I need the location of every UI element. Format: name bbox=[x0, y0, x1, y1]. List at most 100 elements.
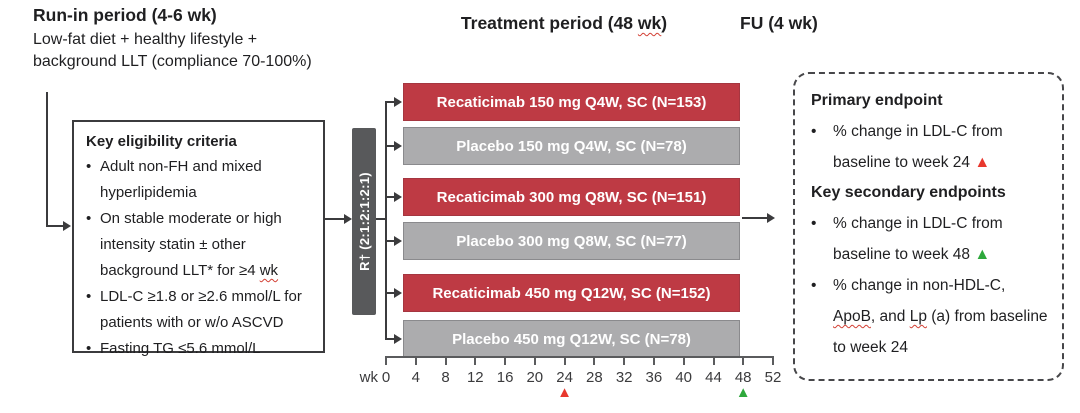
arm-bar-label: Recaticimab 150 mg Q4W, SC (N=153) bbox=[436, 93, 707, 111]
branch-arrowhead-icon bbox=[394, 288, 402, 298]
arm-bar-placebo-300: Placebo 300 mg Q8W, SC (N=77) bbox=[403, 222, 740, 260]
tick-mark bbox=[504, 358, 507, 365]
week48-triangle-icon: ▲ bbox=[735, 384, 751, 401]
secondary-endpoint-text-main: % change in LDL-C from baseline to week … bbox=[833, 215, 1003, 263]
randomization-bar: R† (2:1:2:1:2:1) bbox=[352, 128, 376, 315]
arm-bar-recaticimab-300: Recaticimab 300 mg Q8W, SC (N=151) bbox=[403, 178, 740, 216]
tick-label: 8 bbox=[441, 369, 450, 386]
eligibility-item: • Fasting TG ≤5.6 mmol/L bbox=[86, 336, 315, 362]
treatment-title-wavy-word: wk bbox=[637, 13, 662, 33]
bullet-icon: • bbox=[86, 210, 92, 227]
tick-mark bbox=[444, 358, 447, 365]
branch-bracket-vline bbox=[385, 101, 387, 340]
branch-arrowhead-icon bbox=[394, 334, 402, 344]
branch-line bbox=[385, 101, 397, 103]
tick-label: 0 bbox=[381, 369, 391, 386]
runin-connector-vline bbox=[46, 92, 48, 227]
arm-bar-label: Placebo 300 mg Q8W, SC (N=77) bbox=[456, 232, 687, 250]
secondary-endpoint-text-seg: , and bbox=[870, 308, 910, 325]
week24-triangle-icon: ▲ bbox=[557, 384, 573, 401]
tick-mark bbox=[533, 358, 536, 365]
primary-endpoint-title: Primary endpoint bbox=[811, 92, 943, 109]
branch-line bbox=[385, 292, 397, 294]
bullet-icon: • bbox=[86, 158, 92, 175]
tick-label: 4 bbox=[411, 369, 420, 386]
runin-subtitle-line2: background LLT (compliance 70-100%) bbox=[33, 53, 312, 70]
tick-mark bbox=[652, 358, 655, 365]
tick-label: 36 bbox=[645, 369, 663, 386]
tick-label: 52 bbox=[764, 369, 782, 386]
runin-period-subtitle: Low-fat diet + healthy lifestyle + backg… bbox=[33, 29, 312, 73]
randomization-label: R† (2:1:2:1:2:1) bbox=[356, 172, 372, 271]
eligibility-item-text: Fasting TG ≤5.6 mmol/L bbox=[100, 340, 261, 357]
tick-mark bbox=[563, 358, 566, 365]
eligibility-to-randomization-line bbox=[325, 218, 346, 220]
branch-arrowhead-icon bbox=[394, 192, 402, 202]
branch-arrowhead-icon bbox=[394, 141, 402, 151]
eligibility-title: Key eligibility criteria bbox=[86, 133, 237, 150]
week24-triangle-icon: ▲ bbox=[974, 154, 991, 171]
bullet-icon: • bbox=[811, 277, 817, 294]
branch-line bbox=[385, 145, 397, 147]
branch-line bbox=[385, 338, 397, 340]
tick-label: 20 bbox=[526, 369, 544, 386]
runin-connector-hline bbox=[46, 225, 63, 227]
arm-bar-label: Recaticimab 300 mg Q8W, SC (N=151) bbox=[436, 188, 707, 206]
tick-label: 16 bbox=[496, 369, 514, 386]
tick-label: 28 bbox=[586, 369, 603, 386]
eligibility-item-text: LDL-C ≥1.8 or ≥2.6 mmol/L for patients w… bbox=[100, 288, 302, 331]
tick-label: 12 bbox=[466, 369, 484, 386]
eligibility-item: • LDL-C ≥1.8 or ≥2.6 mmol/L for patients… bbox=[86, 284, 315, 336]
tick-label: 32 bbox=[615, 369, 633, 386]
treatment-to-endpoints-line bbox=[742, 217, 768, 219]
branch-arrowhead-icon bbox=[394, 236, 402, 246]
arm-bar-label: Placebo 150 mg Q4W, SC (N=78) bbox=[456, 137, 687, 155]
bullet-icon: • bbox=[811, 123, 817, 140]
arm-bar-label: Placebo 450 mg Q12W, SC (N=78) bbox=[452, 330, 691, 348]
tick-mark bbox=[682, 358, 685, 365]
bullet-icon: • bbox=[86, 288, 92, 305]
treatment-title-close: ) bbox=[661, 13, 668, 33]
arm-bar-recaticimab-150: Recaticimab 150 mg Q4W, SC (N=153) bbox=[403, 83, 740, 121]
runin-arrowhead-icon bbox=[63, 221, 71, 231]
secondary-endpoint-wavy-word: ApoB bbox=[833, 308, 871, 325]
secondary-endpoints-title: Key secondary endpoints bbox=[811, 184, 1006, 201]
primary-endpoint-text: % change in LDL-C from baseline to week … bbox=[833, 116, 1050, 178]
arm-bar-label: Recaticimab 450 mg Q12W, SC (N=152) bbox=[432, 284, 711, 302]
tick-label: 24 bbox=[556, 369, 573, 386]
runin-period-title: Run-in period (4-6 wk) bbox=[33, 5, 217, 25]
eligibility-item: • Adult non-FH and mixed hyperlipidemia bbox=[86, 154, 315, 206]
arm-bar-placebo-150: Placebo 150 mg Q4W, SC (N=78) bbox=[403, 127, 740, 165]
tick-mark bbox=[623, 358, 626, 365]
eligibility-criteria-box: Key eligibility criteria • Adult non-FH … bbox=[72, 120, 325, 357]
eligibility-item-text: Adult non-FH and mixed hyperlipidemia bbox=[100, 158, 262, 201]
treatment-title-text: Treatment period (48 bbox=[460, 13, 638, 33]
bullet-icon: • bbox=[86, 340, 92, 357]
bullet-icon: • bbox=[811, 215, 817, 232]
week-axis-line bbox=[385, 356, 774, 358]
primary-endpoint-item: • % change in LDL-C from baseline to wee… bbox=[811, 116, 1050, 178]
eligibility-item-text-main: On stable moderate or high intensity sta… bbox=[100, 210, 282, 279]
eligibility-item: • On stable moderate or high intensity s… bbox=[86, 206, 315, 284]
branch-line bbox=[385, 240, 397, 242]
followup-period-title: FU (4 wk) bbox=[740, 13, 818, 33]
secondary-endpoint-wavy-word: Lp bbox=[909, 308, 927, 325]
treatment-period-title: Treatment period (48 wk) bbox=[394, 13, 734, 34]
runin-subtitle-line1: Low-fat diet + healthy lifestyle + bbox=[33, 31, 258, 48]
arm-bar-placebo-450: Placebo 450 mg Q12W, SC (N=78) bbox=[403, 320, 740, 358]
primary-endpoint-text-main: % change in LDL-C from baseline to week … bbox=[833, 123, 1003, 171]
arm-bar-recaticimab-450: Recaticimab 450 mg Q12W, SC (N=152) bbox=[403, 274, 740, 312]
tick-mark bbox=[474, 358, 477, 365]
branch-arrowhead-icon bbox=[394, 97, 402, 107]
secondary-endpoint-text-seg: % change in non-HDL-C, bbox=[833, 277, 1006, 294]
tick-mark bbox=[385, 358, 387, 365]
tick-label: 40 bbox=[675, 369, 693, 386]
tick-label: 44 bbox=[705, 369, 722, 386]
branch-line bbox=[385, 196, 397, 198]
week48-triangle-icon: ▲ bbox=[974, 246, 991, 263]
tick-mark bbox=[772, 358, 774, 365]
secondary-endpoint-item: • % change in LDL-C from baseline to wee… bbox=[811, 208, 1050, 270]
eligibility-item-text: On stable moderate or high intensity sta… bbox=[100, 206, 315, 284]
secondary-endpoint-item: • % change in non-HDL-C, ApoB, and Lp (a… bbox=[811, 270, 1050, 363]
